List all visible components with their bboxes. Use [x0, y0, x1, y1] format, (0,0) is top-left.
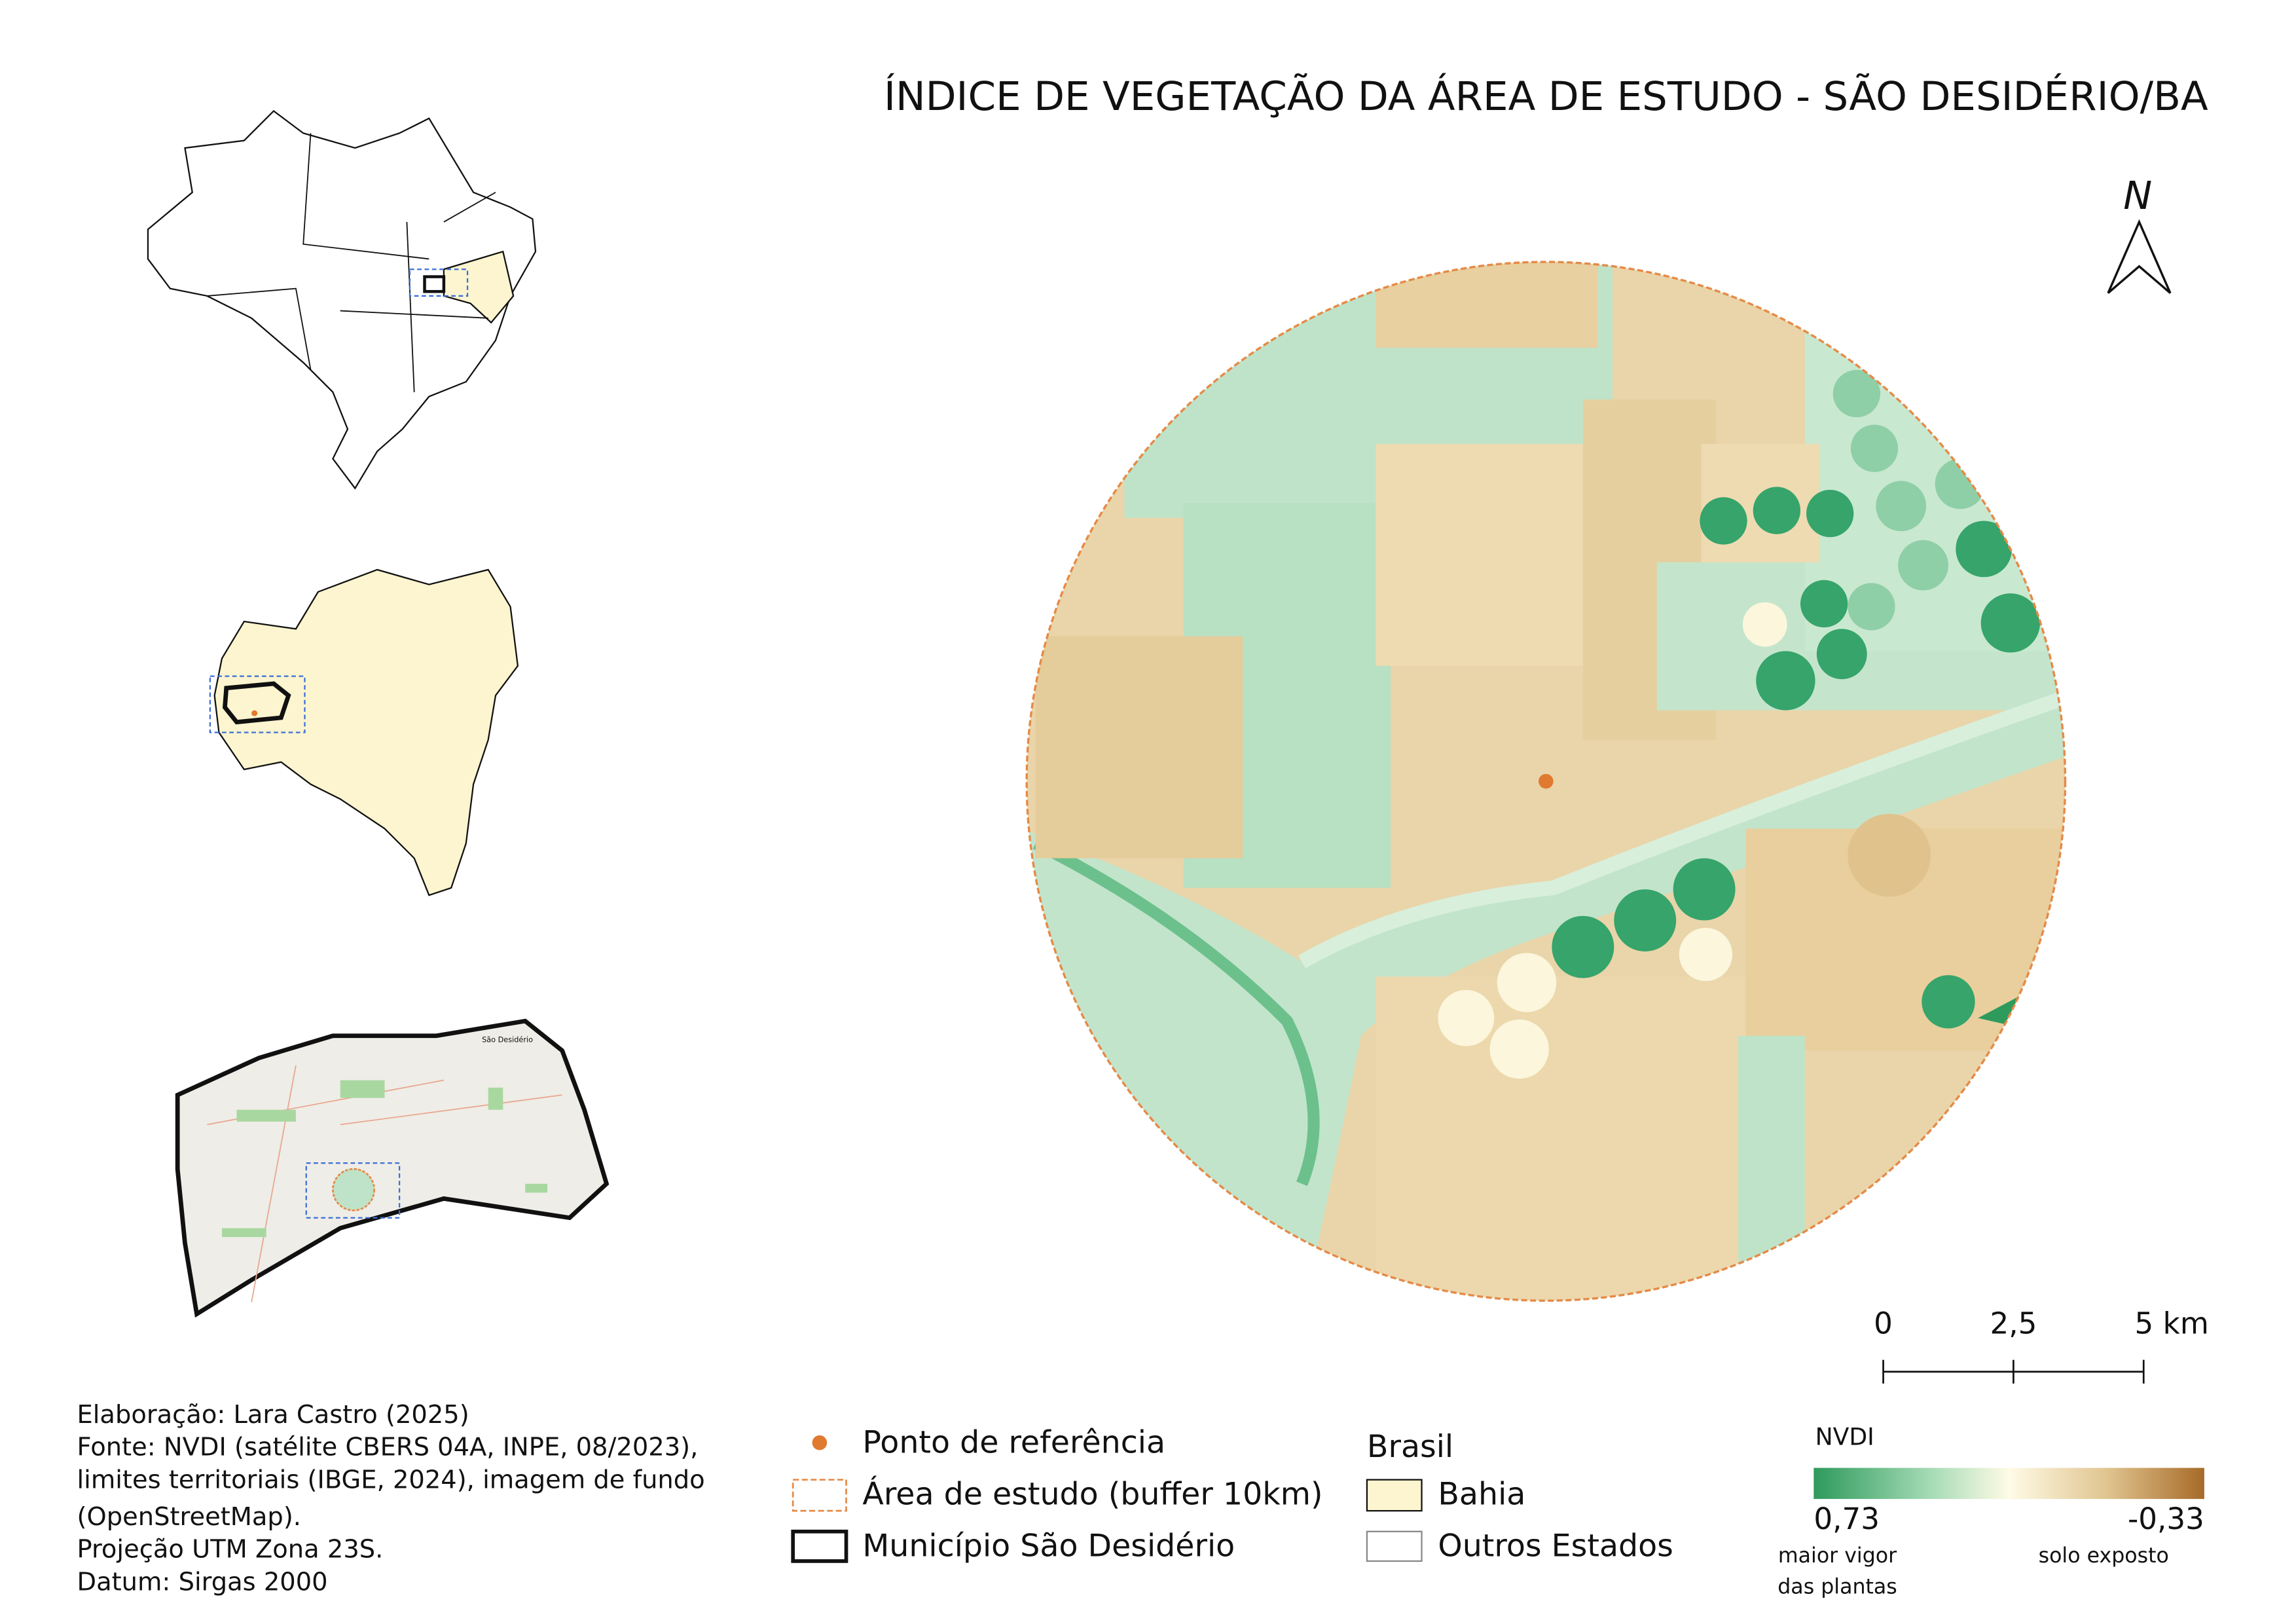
legend-title: NVDI — [1815, 1422, 1874, 1450]
map-title: ÍNDICE DE VEGETAÇÃO DA ÁREA DE ESTUDO - … — [884, 73, 2208, 120]
legend-point-symbol — [812, 1435, 828, 1450]
legend-label: Outros Estados — [1438, 1528, 1673, 1564]
credit-line: (OpenStreetMap). — [77, 1502, 302, 1532]
credit-line: limites territoriais (IBGE, 2024), image… — [77, 1465, 705, 1494]
inset-place-label: São Desidério — [482, 1036, 533, 1044]
study-area-outline — [1025, 261, 2067, 1302]
reference-point — [1539, 773, 1554, 789]
ndvi-max-label: 0,73 — [1813, 1502, 1880, 1536]
scale-label: 2,5 — [1990, 1306, 2037, 1341]
inset-brazil — [147, 109, 537, 490]
north-arrow — [2107, 219, 2172, 294]
ndvi-note: solo exposto — [2039, 1544, 2169, 1568]
scale-bar — [1882, 1359, 2145, 1384]
ndvi-note: maior vigor — [1778, 1544, 1897, 1568]
ndvi-colorbar — [1813, 1467, 2204, 1500]
ndvi-raster — [1027, 261, 2066, 1301]
ndvi-min-label: -0,33 — [2128, 1502, 2204, 1536]
legend-buffer-symbol — [792, 1479, 847, 1512]
inset-municipality: São Desidério — [175, 1018, 610, 1318]
legend-label: Bahia — [1438, 1477, 1525, 1513]
legend-label: Ponto de referência — [862, 1424, 1165, 1460]
legend-label: Município São Desidério — [862, 1528, 1235, 1564]
credit-line: Projeção UTM Zona 23S. — [77, 1535, 384, 1564]
scale-label: 0 — [1874, 1306, 1893, 1341]
legend-states-symbol — [1366, 1530, 1423, 1562]
legend-bahia-symbol — [1366, 1479, 1423, 1512]
scale-label: 5 km — [2135, 1306, 2209, 1341]
north-label: N — [2123, 173, 2152, 218]
inset-bahia — [209, 568, 519, 896]
legend-title: Brasil — [1367, 1429, 1453, 1465]
legend-municipality-symbol — [791, 1529, 848, 1563]
legend-label: Área de estudo (buffer 10km) — [862, 1475, 1322, 1513]
credit-line: Elaboração: Lara Castro (2025) — [77, 1400, 469, 1430]
credits: Elaboração: Lara Castro (2025) Fonte: NVD… — [77, 1400, 705, 1596]
ndvi-note: das plantas — [1777, 1576, 1897, 1599]
credit-line: Datum: Sirgas 2000 — [77, 1567, 328, 1596]
credit-line: Fonte: NVDI (satélite CBERS 04A, INPE, 0… — [77, 1433, 699, 1462]
